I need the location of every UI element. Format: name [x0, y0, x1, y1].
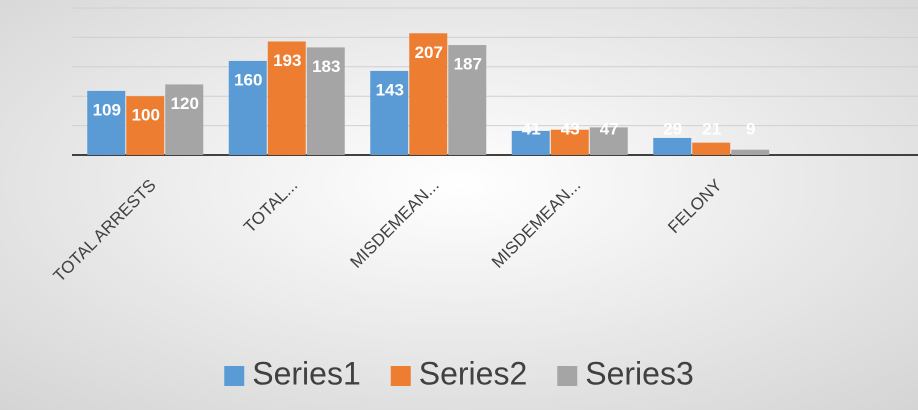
bar [306, 47, 345, 156]
bar [731, 149, 770, 155]
data-label: 21 [702, 119, 721, 138]
bar [511, 130, 550, 155]
bar [653, 137, 692, 155]
data-label: 9 [746, 119, 755, 138]
legend-label: Series3 [585, 355, 694, 391]
legend-swatch [224, 366, 245, 386]
bar [87, 90, 126, 155]
data-label: 183 [312, 57, 340, 76]
data-label: 47 [600, 119, 619, 138]
data-label: 109 [93, 100, 121, 119]
bar [409, 33, 448, 156]
data-label: 120 [171, 94, 199, 113]
legend-label: Series2 [419, 355, 528, 391]
data-label: 43 [561, 119, 580, 138]
data-label: 100 [132, 106, 160, 125]
bar [448, 45, 487, 155]
data-label: 193 [273, 51, 301, 70]
legend-swatch [557, 366, 578, 386]
data-label: 143 [376, 80, 404, 99]
legend-label: Series1 [252, 355, 361, 391]
bar [550, 129, 589, 155]
bar [126, 96, 165, 155]
legend-swatch [390, 366, 411, 386]
bar [370, 70, 409, 155]
data-label: 41 [522, 119, 541, 138]
data-label: 29 [663, 119, 682, 138]
bar [692, 142, 731, 155]
data-label: 187 [454, 55, 482, 74]
data-label: 207 [415, 43, 443, 62]
bar [589, 127, 628, 155]
bar [228, 60, 267, 155]
data-label: 160 [234, 70, 262, 89]
bar [267, 41, 306, 155]
bar [165, 84, 204, 155]
